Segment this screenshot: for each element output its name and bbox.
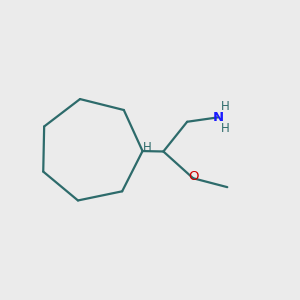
Text: N: N [213, 111, 224, 124]
Text: H: H [143, 140, 152, 154]
Text: H: H [220, 100, 229, 112]
Text: H: H [220, 122, 229, 135]
Text: O: O [188, 170, 198, 183]
